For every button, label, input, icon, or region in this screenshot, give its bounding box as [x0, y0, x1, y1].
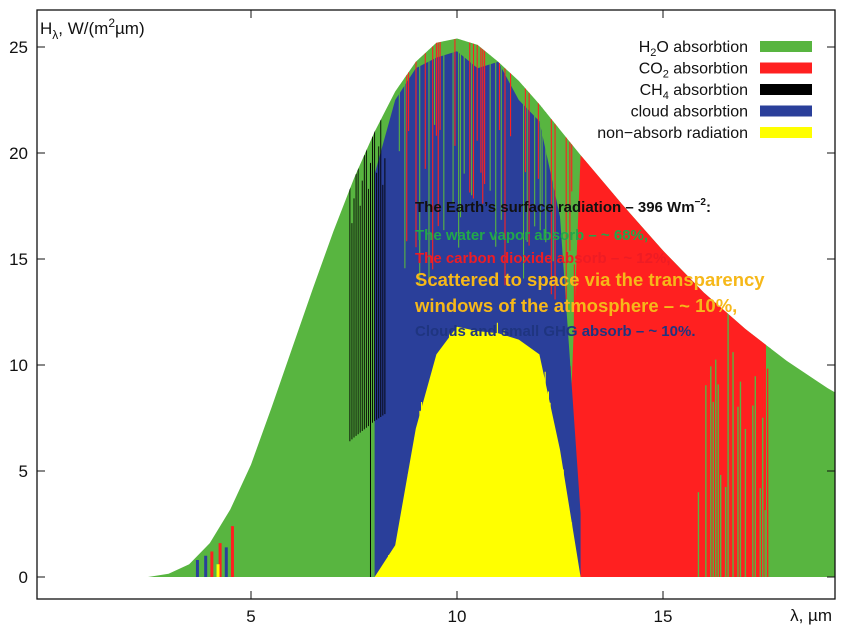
non-absorb-radiation-spikes: [386, 322, 578, 577]
annotation-block: The Earth’s surface radiation – 396 Wm−2…: [414, 197, 765, 340]
x-tick-label: 15: [654, 607, 673, 626]
annotation-line: windows of the atmosphere – ~ 10%,: [414, 295, 737, 316]
y-tick-label: 20: [9, 144, 28, 163]
plot-area: [148, 38, 835, 577]
legend-swatch: [760, 62, 812, 74]
x-tick-label: 5: [246, 607, 255, 626]
y-tick-label: 15: [9, 250, 28, 269]
legend-label: CO2 absorbtion: [639, 61, 748, 81]
x-tick-label: 10: [448, 607, 467, 626]
legend-swatch: [760, 105, 812, 117]
annotation-line: Clouds and small GHG absorb – ~ 10%.: [415, 323, 696, 340]
plot-frame: [36, 9, 836, 600]
y-tick-label: 25: [9, 38, 28, 57]
annotation-line: The water vapor absorb – ~ 68%,: [415, 227, 648, 244]
x-axis: 5101520253035: [246, 10, 673, 626]
legend-label: non−absorb radiation: [597, 125, 748, 142]
y-axis: 0 5 10 15 20 25: [9, 38, 835, 587]
annotation-line: The carbon dioxide absorb – ~ 12%,: [415, 250, 671, 267]
y-tick-label: 5: [19, 462, 28, 481]
cloud-absorption-spikes: [398, 38, 573, 300]
legend-swatch: [760, 127, 812, 138]
legend-swatch: [760, 41, 812, 52]
legend-swatch: [760, 84, 812, 95]
legend-label: cloud absorbtion: [631, 104, 748, 121]
annotation-line: The Earth’s surface radiation – 396 Wm−2…: [415, 197, 711, 216]
y-tick-label: 10: [9, 356, 28, 375]
short-wave-absorption-features: [195, 526, 234, 577]
ch4-absorption-lines: [349, 109, 386, 577]
annotation-line: Scattered to space via the transparency: [415, 269, 765, 290]
y-axis-label: Hλ, W/(m2µm): [40, 16, 145, 42]
y-tick-label: 0: [19, 568, 28, 587]
legend-label: CH4 absorbtion: [640, 82, 748, 102]
legend-label: H2O absorbtion: [639, 39, 748, 59]
x-axis-label: λ, µm: [790, 606, 832, 625]
